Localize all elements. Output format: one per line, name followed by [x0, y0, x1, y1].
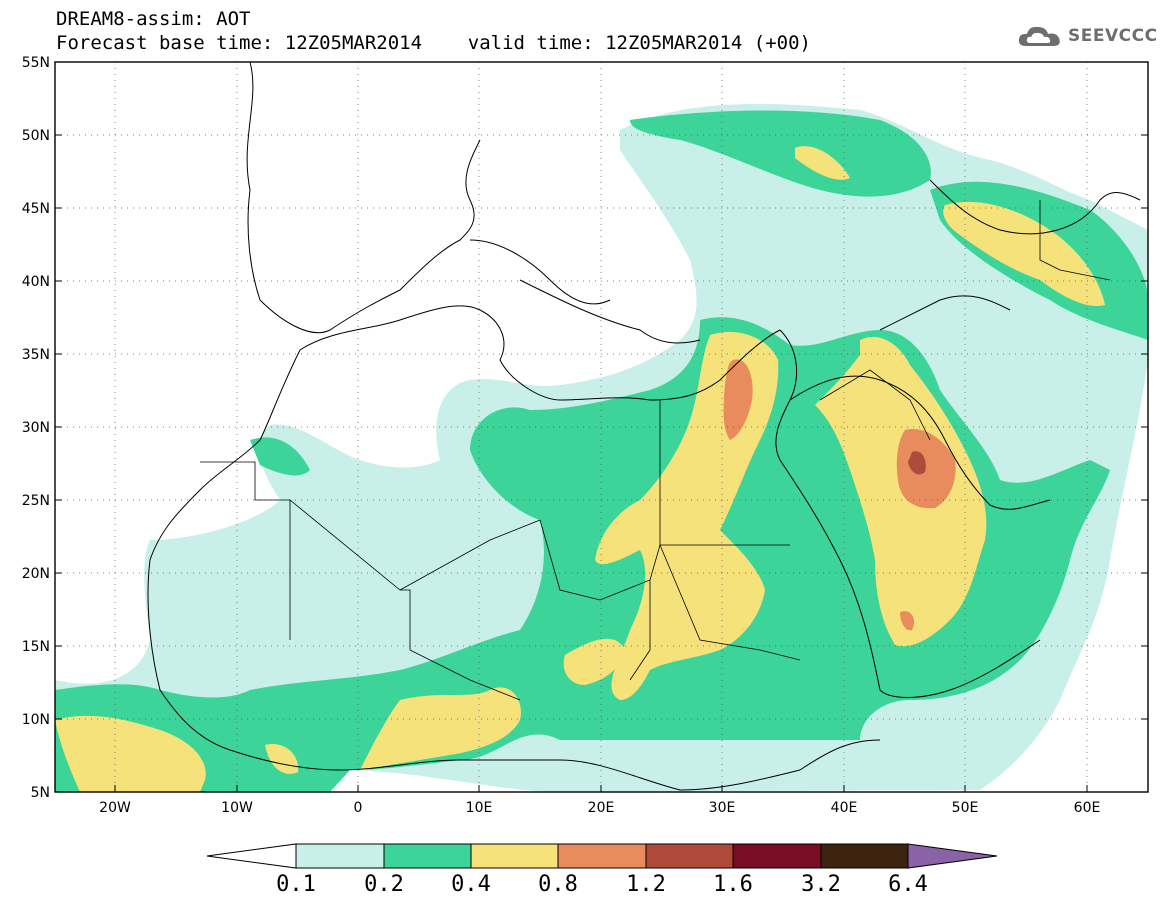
colorbar [206, 843, 998, 869]
lat-label: 55N [22, 55, 50, 71]
colorbar-label: 3.2 [801, 872, 841, 897]
lat-label: 25N [22, 493, 50, 509]
lat-label: 45N [22, 201, 50, 217]
country-borders [200, 200, 1111, 701]
coastlines [147, 62, 1141, 791]
seevccc-logo: SEEVCCC [1016, 22, 1158, 50]
longitude-labels: 20W 10W 0 10E 20E 30E 40E 50E 60E [99, 800, 1100, 816]
lat-label: 40N [22, 274, 50, 290]
colorbar-swatch [557, 843, 647, 869]
colorbar-label: 0.4 [451, 872, 491, 897]
colorbar-high-arrow [907, 843, 998, 869]
colorbar-label: 1.2 [626, 872, 666, 897]
lon-label: 30E [709, 800, 736, 816]
colorbar-low-arrow [206, 843, 297, 869]
colorbar-swatch [645, 843, 734, 869]
lat-label: 5N [31, 785, 50, 801]
colorbar-label: 6.4 [888, 872, 928, 897]
lat-label: 15N [22, 639, 50, 655]
aot-field-0.8 [723, 359, 956, 631]
lat-label: 10N [22, 712, 50, 728]
colorbar-swatch [383, 843, 472, 869]
colorbar-label: 1.6 [713, 872, 753, 897]
lat-label: 30N [22, 420, 50, 436]
colorbar-swatch [732, 843, 822, 869]
aot-field-1.2 [908, 451, 926, 475]
forecast-time-line: Forecast base time: 12Z05MAR2014 valid t… [56, 32, 811, 54]
lon-label: 10E [466, 800, 493, 816]
brand-name: SEEVCCC [1068, 26, 1158, 46]
cloud-icon [1018, 26, 1060, 46]
map-title: DREAM8-assim: AOT [56, 8, 251, 30]
lon-label: 40E [831, 800, 858, 816]
lon-label: 50E [952, 800, 979, 816]
map-grid [55, 62, 1148, 792]
colorbar-swatch [295, 843, 385, 869]
lat-label: 20N [22, 566, 50, 582]
colorbar-label: 0.8 [538, 872, 578, 897]
colorbar-label: 0.2 [364, 872, 404, 897]
colorbar-swatch [820, 843, 909, 869]
colorbar-label: 0.1 [276, 872, 316, 897]
lon-label: 60E [1074, 800, 1101, 816]
lon-label: 10W [221, 800, 253, 816]
aot-fields [55, 104, 1148, 792]
colorbar-swatch [470, 843, 559, 869]
axis-ticks [55, 61, 1148, 793]
lat-label: 50N [22, 128, 50, 144]
latitude-labels: 55N 50N 45N 40N 35N 30N 25N 20N 15N 10N … [22, 55, 50, 801]
lon-label: 20W [99, 800, 131, 816]
lon-label: 0 [354, 800, 363, 816]
lat-label: 35N [22, 347, 50, 363]
lon-label: 20E [588, 800, 615, 816]
